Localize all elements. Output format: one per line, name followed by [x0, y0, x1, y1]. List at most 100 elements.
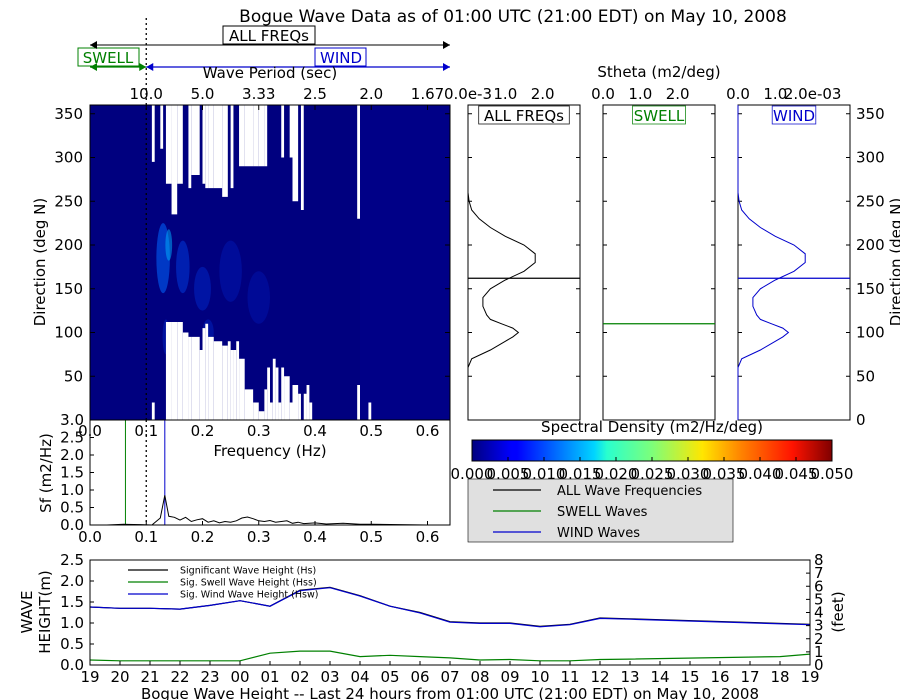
all-freqs-arrow-right-head [443, 41, 450, 49]
colorbar-tick-label-1: 0.005 [487, 465, 530, 483]
freq-top-tick-label-4: 0.4 [303, 422, 327, 440]
all-freqs-label: ALL FREQs [229, 27, 309, 45]
direction-tick-label-right-6: 300 [856, 149, 885, 167]
hour-tick-label-7: 02 [290, 668, 309, 686]
direction-axis-label-right: Direction (deg N) [887, 198, 900, 327]
heatmap-empty-cell-34 [253, 105, 259, 167]
wind-box [314, 47, 367, 67]
height-ft-tick-label-5: 5 [814, 590, 824, 608]
heatmap-empty-cell-45 [281, 105, 285, 158]
frequency-spectrum-plot [90, 420, 428, 526]
sub-panel-top-tick-2: 2.0e-03 [784, 85, 842, 103]
heatmap-empty-cell-53 [300, 105, 304, 210]
freq-tick-label-4: 0.4 [303, 528, 327, 546]
hour-tick-label-1: 20 [110, 668, 129, 686]
heatmap-empty-cell-55 [306, 385, 310, 420]
sub-panel-top-tick-1: 1.0 [763, 85, 787, 103]
colorbar-ticks: 0.0000.0050.0100.0150.0200.0250.0300.035… [451, 457, 853, 483]
frequency-axis-label: Frequency (Hz) [213, 442, 326, 460]
heatmap-empty-cell-54 [303, 393, 307, 420]
freq-tick-label-3: 0.3 [247, 528, 271, 546]
freq-top-tick-label-6: 0.6 [416, 422, 440, 440]
legend-label-0: ALL Wave Frequencies [557, 484, 702, 499]
sf-tick-label-6: 3.0 [60, 411, 84, 429]
stheta-axis-label: Stheta (m2/deg) [597, 63, 720, 81]
directional-spread-curve [737, 105, 806, 420]
heatmap-empty-cell-28 [233, 350, 237, 420]
heatmap-empty-cell-19 [208, 105, 214, 189]
period-tick-label-0: 10.0 [130, 85, 163, 103]
sf-tick-label-4: 2.0 [60, 446, 84, 464]
all-freqs-arrow-left-head [90, 41, 97, 49]
hour-tick-label-9: 04 [350, 668, 369, 686]
colorbar-title: Spectral Density (m2/Hz/deg) [541, 418, 763, 436]
colorbar-tick-label-5: 0.025 [631, 465, 674, 483]
period-tick-label-5: 1.67 [411, 85, 444, 103]
heatmap-empty-cell-31 [239, 358, 245, 420]
wave-height-legend-label-1: Sig. Swell Wave Height (Hss) [180, 578, 317, 589]
swell-arrow-left-head [90, 63, 97, 71]
heatmap-energy-cell-2 [176, 240, 190, 294]
colorbar: Spectral Density (m2/Hz/deg) 0.0000.0050… [451, 418, 854, 483]
heatmap-empty-cell-50 [292, 105, 299, 202]
heatmap-energy-cell-4 [219, 240, 242, 302]
heatmap-empty-cell-44 [278, 402, 282, 420]
band-annotation: ALL FREQs SWELL WIND [77, 25, 450, 71]
heatmap-empty-cell-12 [191, 105, 200, 175]
colorbar-tick-label-4: 0.020 [595, 465, 638, 483]
direction-tick-label-right-5: 250 [856, 192, 885, 210]
hour-tick-label-8: 03 [320, 668, 339, 686]
hour-tick-label-13: 08 [470, 668, 489, 686]
heatmap-energy-cell-3 [194, 266, 211, 311]
height-m-tick-label-3: 1.5 [60, 593, 84, 611]
wind-band-label: WIND [320, 49, 362, 67]
heatmap-empty-cell-51 [292, 385, 299, 420]
heatmap-empty-cell-18 [205, 323, 209, 420]
height-ft-tick-label-1: 1 [814, 643, 824, 661]
height-ft-tick-label-2: 2 [814, 630, 824, 648]
directional-spread-curve [467, 105, 536, 420]
colorbar-tick-label-8: 0.040 [739, 465, 782, 483]
freq-tick-label-2: 0.2 [191, 528, 215, 546]
legend-label-1: SWELL Waves [557, 505, 648, 520]
all-freqs-box [222, 25, 316, 45]
wave-period-axis-label: Wave Period (sec) [203, 64, 337, 82]
heatmap-empty-cell-1 [151, 105, 155, 162]
sf-tick-label-3: 1.5 [60, 464, 84, 482]
heatmap-empty-cell-33 [244, 389, 254, 420]
heatmap-empty-cell-52 [298, 393, 301, 420]
heatmap-empty-cell-22 [213, 341, 223, 420]
hour-tick-label-15: 10 [530, 668, 549, 686]
height-m-tick-label-0: 0.0 [60, 656, 84, 674]
heatmap-empty-cell-46 [281, 367, 285, 420]
sf-axis-label: Sf (m2/Hz) [37, 433, 55, 513]
height-m-tick-label-4: 2.0 [60, 572, 84, 590]
direction-tick-label-4: 250 [54, 192, 83, 210]
freq-top-tick-label-5: 0.5 [359, 422, 383, 440]
height-ft-tick-label-6: 6 [814, 577, 824, 595]
period-tick-label-1: 5.0 [191, 85, 215, 103]
heatmap-empty-cell-14 [199, 350, 203, 420]
heatmap-empty-cell-11 [188, 336, 192, 420]
freq-top-tick-label-0: 0.0 [78, 422, 102, 440]
heatmap-empty-cell-57 [357, 105, 360, 219]
heatmap-empty-cell-58 [357, 385, 360, 420]
swell-band-label: SWELL [83, 49, 134, 67]
swell-arrow-right-head [139, 63, 147, 71]
heatmap-empty-cell-35 [253, 402, 259, 420]
direction-tick-label-0: 50 [64, 367, 83, 385]
hour-tick-label-17: 12 [590, 668, 609, 686]
frequency-spectrum-panel: 0.00.00.10.10.20.20.30.30.40.40.50.50.60… [37, 411, 451, 546]
heatmap-empty-cell-56 [309, 402, 313, 420]
freq-top-tick-label-1: 0.1 [134, 422, 158, 440]
heatmap-empty-cell-15 [202, 105, 206, 184]
legend-items: ALL Wave Frequencies SWELL Waves WIND Wave… [493, 484, 702, 541]
hour-tick-label-18: 13 [620, 668, 639, 686]
heatmap-empty-cell-3 [165, 105, 172, 184]
sub-panel-top-tick-0: 0.0 [726, 85, 750, 103]
heatmap-empty-cell-8 [177, 322, 183, 420]
period-tick-label-4: 2.0 [359, 85, 383, 103]
direction-tick-label-2: 150 [54, 280, 83, 298]
heatmap-empty-cell-26 [230, 105, 234, 189]
heatmap-empty-cell-23 [222, 105, 228, 197]
